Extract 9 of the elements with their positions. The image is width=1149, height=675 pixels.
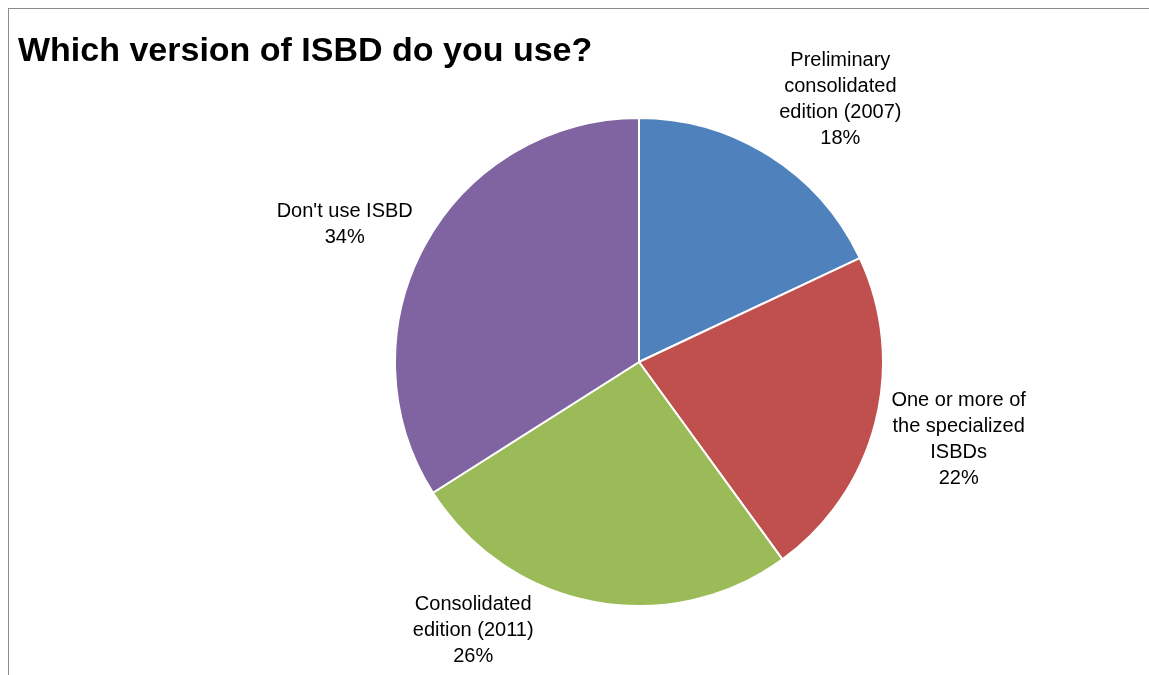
data-label: 22% bbox=[938, 465, 979, 488]
data-label: 34% bbox=[324, 225, 365, 248]
chart-title: Which version of ISBD do you use? bbox=[18, 30, 593, 69]
data-label: 26% bbox=[453, 643, 494, 666]
data-label: 18% bbox=[820, 126, 861, 149]
slice-label: One or more of the specialized ISBDs bbox=[891, 387, 1027, 462]
slice-label: Consolidated edition (2011) bbox=[412, 591, 534, 640]
slice-label: Don't use ISBD bbox=[276, 199, 413, 222]
slice-label: Preliminary consolidated edition (2007) bbox=[779, 48, 902, 123]
